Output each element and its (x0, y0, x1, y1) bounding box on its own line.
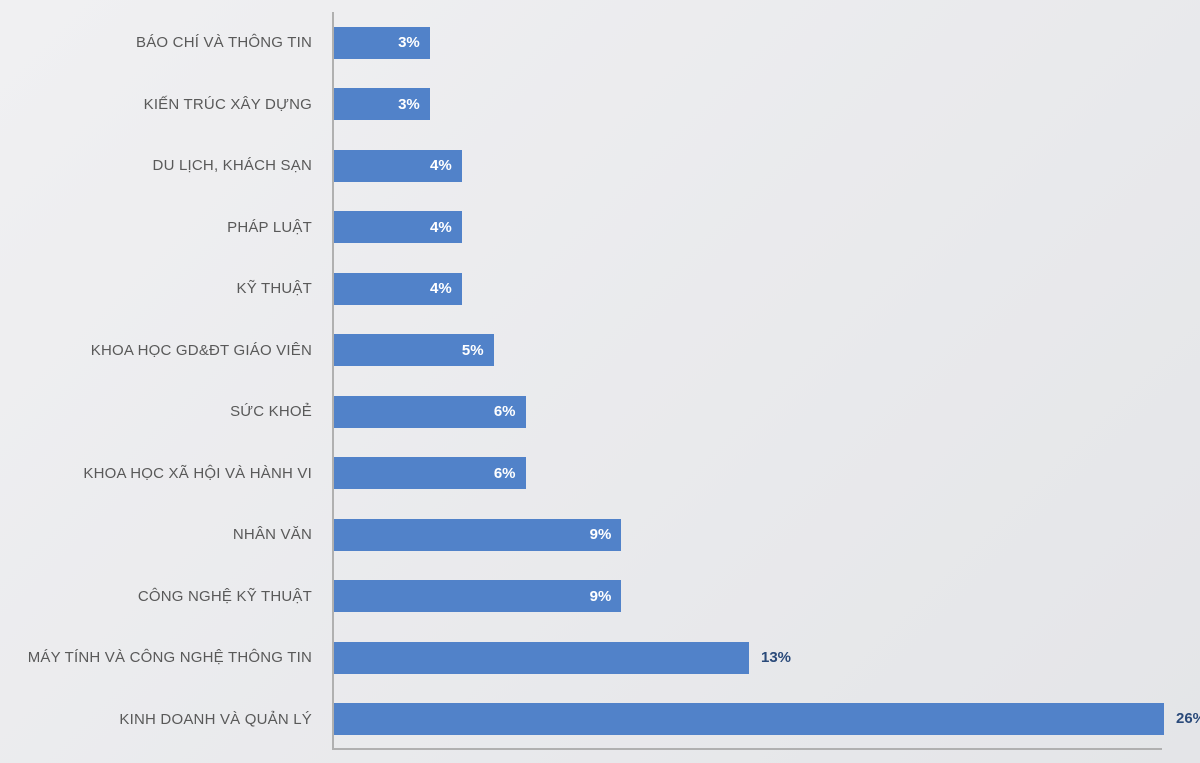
bar: 6% (334, 396, 526, 428)
value-label: 6% (494, 465, 516, 482)
category-label: BÁO CHÍ VÀ THÔNG TIN (0, 12, 320, 74)
category-label: KHOA HỌC GD&ĐT GIÁO VIÊN (0, 320, 320, 382)
category-label: CÔNG NGHỆ KỸ THUẬT (0, 566, 320, 628)
value-label: 3% (398, 34, 420, 51)
value-label: 9% (590, 526, 612, 543)
value-label: 26% (1176, 710, 1200, 727)
value-label: 3% (398, 96, 420, 113)
value-label: 13% (761, 649, 791, 666)
category-label: MÁY TÍNH VÀ CÔNG NGHỆ THÔNG TIN (0, 627, 320, 689)
bar (334, 642, 749, 674)
bar: 9% (334, 519, 621, 551)
category-label: KỸ THUẬT (0, 258, 320, 320)
bar: 4% (334, 150, 462, 182)
category-label: KIẾN TRÚC XÂY DỰNG (0, 74, 320, 136)
bar: 5% (334, 334, 494, 366)
value-label: 5% (462, 342, 484, 359)
category-label: KINH DOANH VÀ QUẢN LÝ (0, 689, 320, 751)
category-label: PHÁP LUẬT (0, 197, 320, 259)
category-label: KHOA HỌC XÃ HỘI VÀ HÀNH VI (0, 443, 320, 505)
value-label: 4% (430, 280, 452, 297)
category-label: NHÂN VĂN (0, 504, 320, 566)
bar: 4% (334, 273, 462, 305)
bar: 9% (334, 580, 621, 612)
horizontal-bar-chart: BÁO CHÍ VÀ THÔNG TIN 3% KIẾN TRÚC XÂY DỰNG… (0, 0, 1200, 763)
bar: 3% (334, 88, 430, 120)
value-label: 4% (430, 157, 452, 174)
bar: 3% (334, 27, 430, 59)
plot-area (332, 12, 1162, 750)
bar (334, 703, 1164, 735)
bar: 4% (334, 211, 462, 243)
category-label: DU LỊCH, KHÁCH SẠN (0, 135, 320, 197)
value-label: 9% (590, 588, 612, 605)
value-label: 6% (494, 403, 516, 420)
value-label: 4% (430, 219, 452, 236)
bar: 6% (334, 457, 526, 489)
category-label: SỨC KHOẺ (0, 381, 320, 443)
